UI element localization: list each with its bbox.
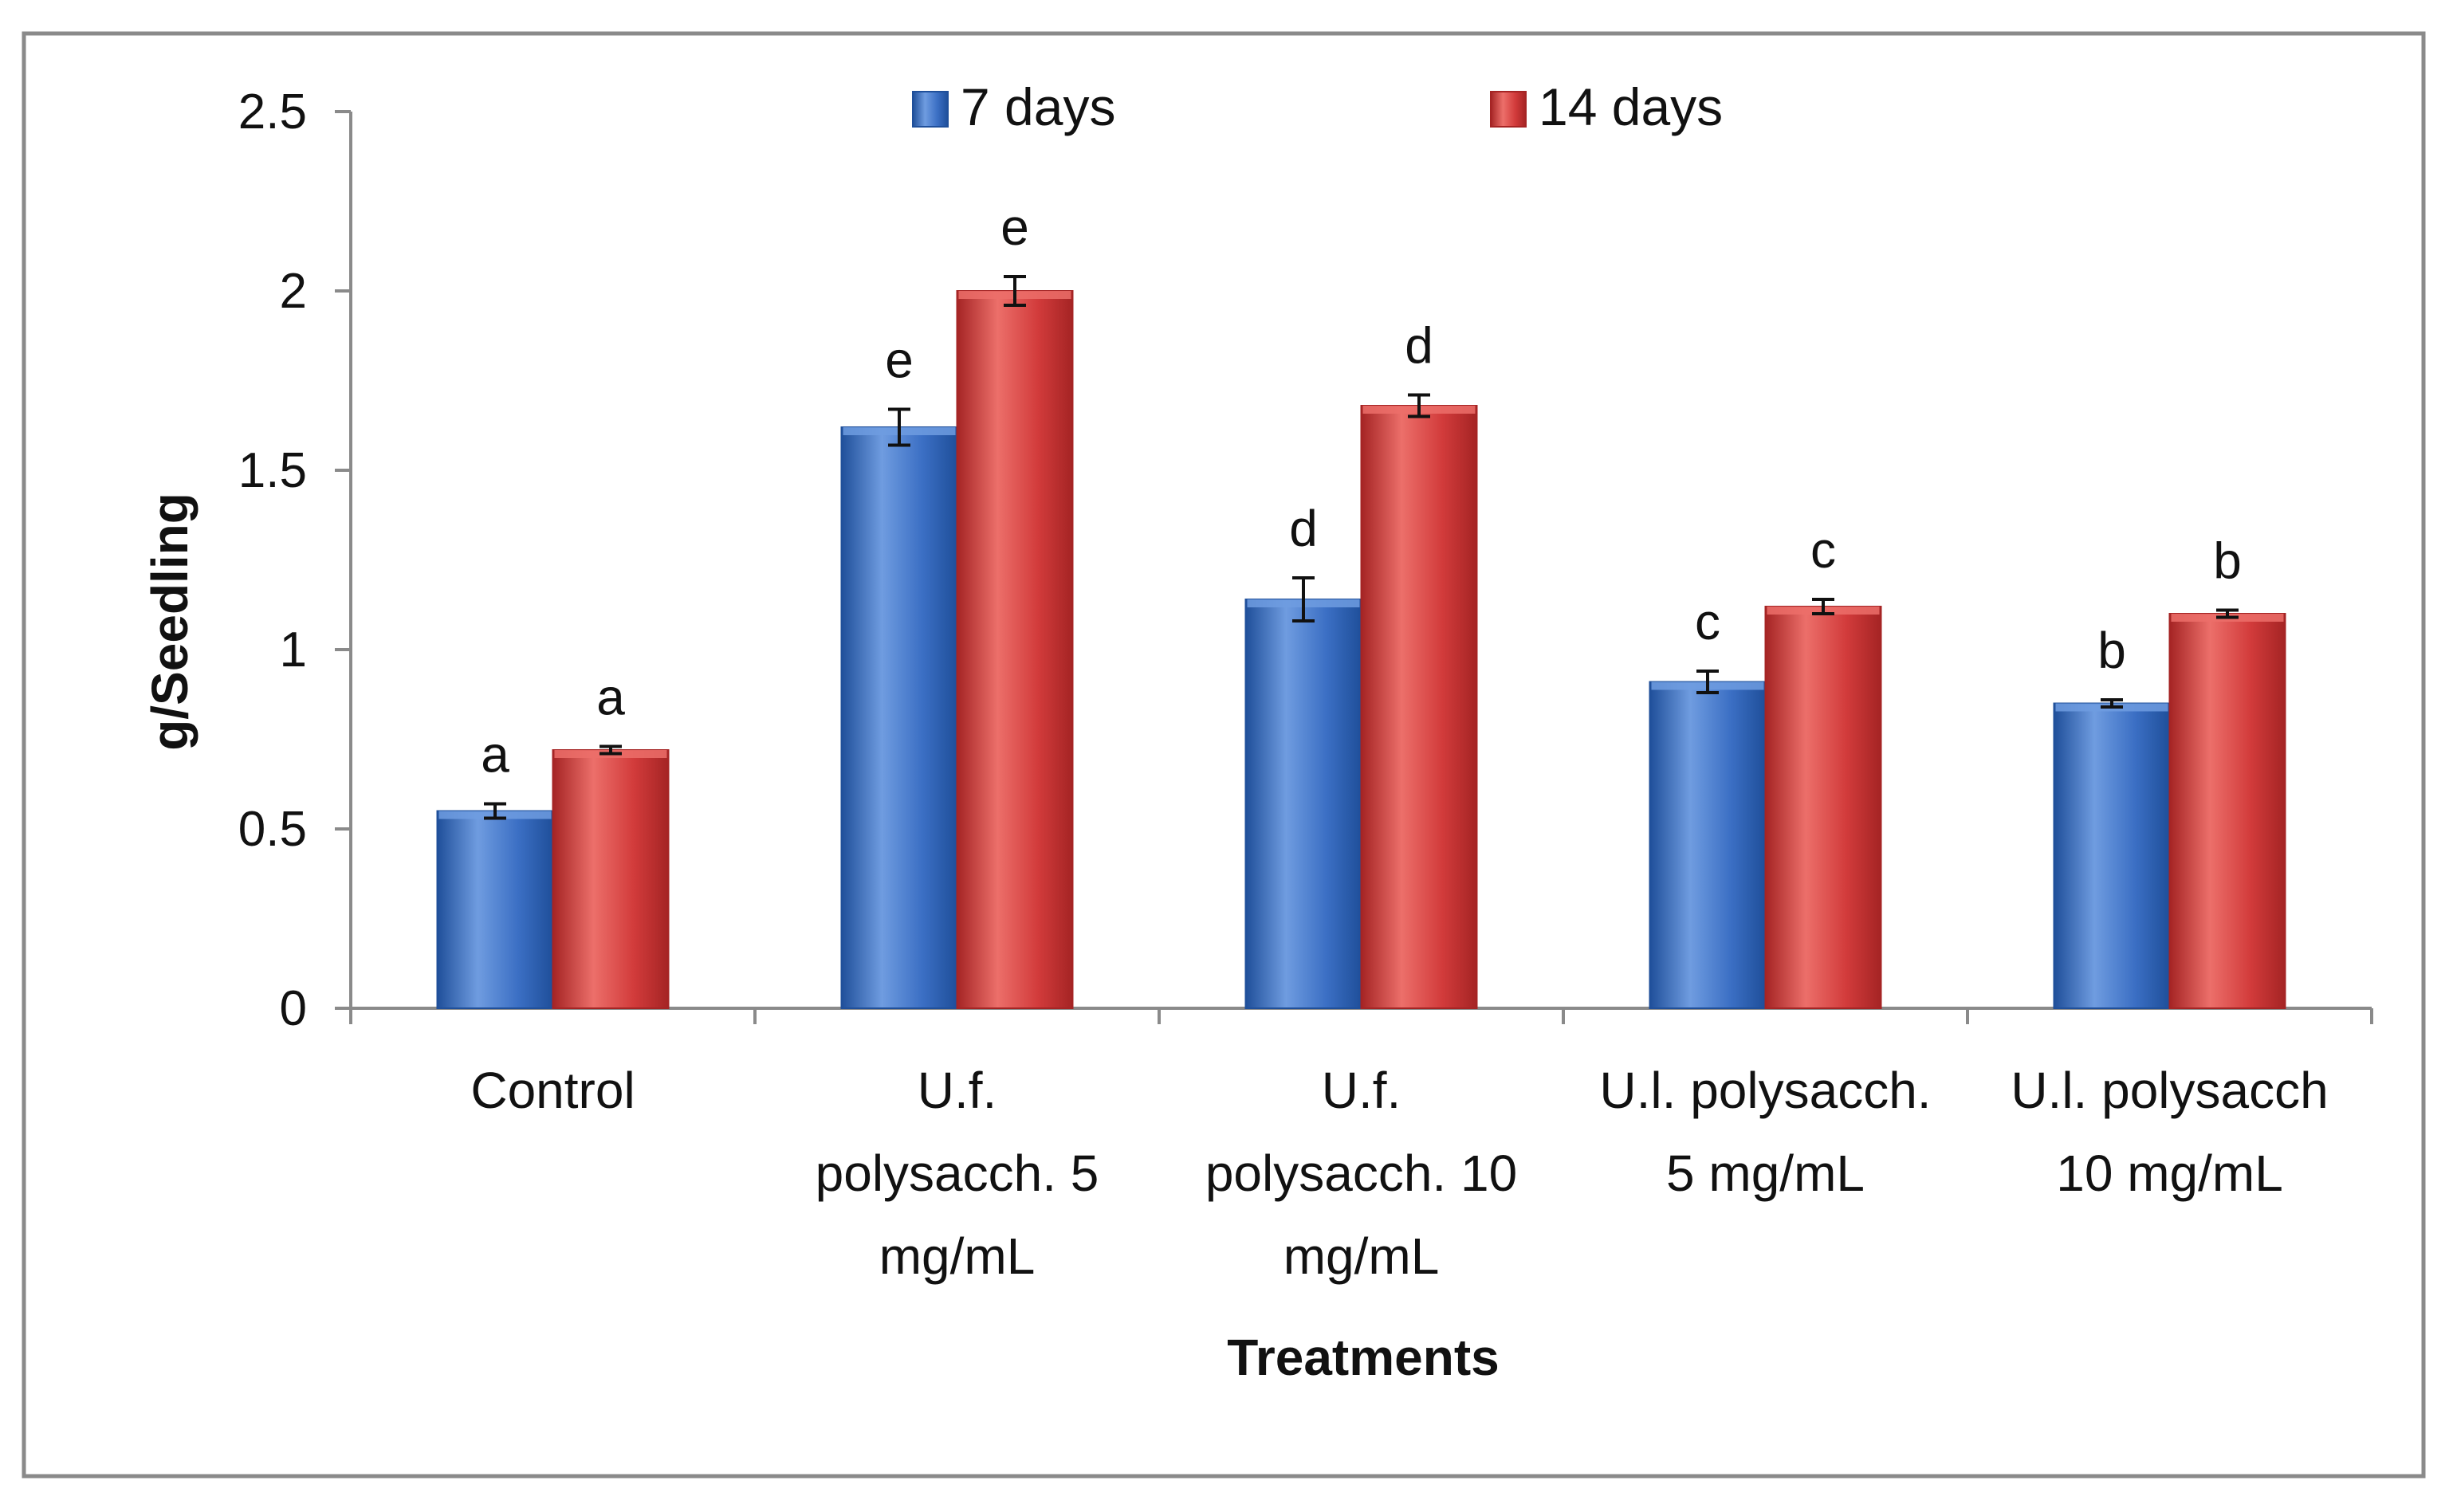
x-axis-title: Treatments [1227, 1329, 1499, 1386]
y-tick-label: 0.5 [238, 802, 307, 857]
bar-14-days [1360, 405, 1478, 1009]
significance-label: d [1289, 500, 1318, 557]
y-tick-label: 0 [280, 981, 307, 1036]
legend: 7 days 14 days [912, 77, 1723, 136]
category-label: U.f. polysacch. 5 mg/mL [816, 1062, 1099, 1285]
category-label: U.f. polysacch. 10 mg/mL [1205, 1062, 1517, 1285]
y-tick-label: 2.5 [238, 84, 307, 139]
category-label-line: U.f. [1322, 1062, 1401, 1119]
category-label-line: mg/mL [879, 1227, 1036, 1285]
x-axis: Control U.f. polysacch. 5 mg/mL U.f. polysacc… [349, 1007, 2373, 1285]
category-label-line: U.f. [918, 1062, 997, 1119]
significance-label: c [1695, 593, 1720, 650]
significance-label: b [2213, 532, 2242, 590]
category-label-line: 5 mg/mL [1666, 1145, 1865, 1202]
category-label: Control [470, 1062, 635, 1119]
category-label-line: Control [470, 1062, 635, 1119]
significance-label: b [2097, 622, 2126, 679]
bar-14-days [2168, 613, 2286, 1009]
y-axis-title: g/Seedling [141, 493, 199, 751]
y-tick-label: 1 [280, 622, 307, 677]
category-label-line: mg/mL [1283, 1227, 1440, 1285]
bar-14-days [956, 290, 1074, 1009]
category-label: U.l. polysacch. 5 mg/mL [1599, 1062, 1931, 1202]
significance-label: a [596, 669, 625, 726]
legend-label: 7 days [961, 77, 1115, 136]
category-label: U.l. polysacch 10 mg/mL [2011, 1062, 2328, 1202]
category-label-line: 10 mg/mL [2056, 1145, 2283, 1202]
bar-14-days [1764, 606, 1882, 1009]
significance-label: e [1000, 198, 1029, 256]
y-tick-label: 1.5 [238, 443, 307, 498]
category-label-line: polysacch. 10 [1205, 1145, 1517, 1202]
y-axis: 0 0.5 1 1.5 2 2.5 [238, 84, 352, 1036]
bar-7-days [840, 426, 958, 1009]
bar-7-days [436, 810, 554, 1009]
bar-7-days [1649, 681, 1767, 1009]
significance-label: e [885, 332, 914, 389]
bars: a a e e d d c c b b [436, 198, 2286, 1009]
chart-frame [22, 31, 2426, 1479]
significance-label: c [1810, 521, 1836, 579]
category-label-line: U.l. polysacch. [1599, 1062, 1931, 1119]
category-label-line: U.l. polysacch [2011, 1062, 2328, 1119]
category-label-line: polysacch. 5 [816, 1145, 1099, 1202]
bar-7-days [2053, 702, 2171, 1009]
legend-swatch [1490, 91, 1527, 128]
bar-7-days [1244, 599, 1362, 1009]
legend-label: 14 days [1539, 77, 1723, 136]
significance-label: d [1405, 317, 1433, 375]
y-tick-label: 2 [280, 264, 307, 319]
significance-label: a [481, 726, 509, 783]
legend-swatch [912, 91, 949, 128]
bar-14-days [552, 749, 670, 1009]
